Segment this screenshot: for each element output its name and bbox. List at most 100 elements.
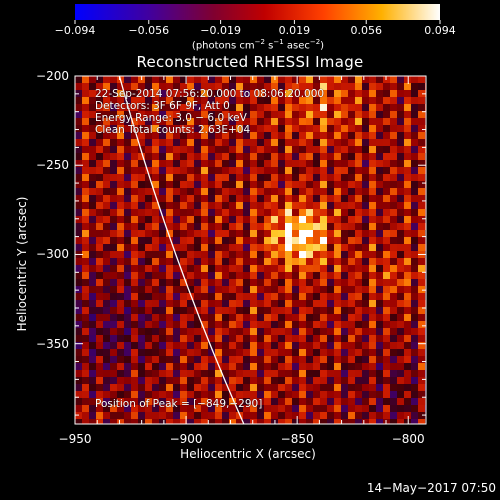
heatmap-cell xyxy=(264,377,272,385)
heatmap-cell xyxy=(404,167,412,175)
heatmap-cell xyxy=(264,363,272,371)
heatmap-cell xyxy=(89,76,97,84)
heatmap-cell xyxy=(173,174,181,182)
heatmap-cell xyxy=(215,223,223,231)
heatmap-cell xyxy=(187,97,195,105)
heatmap-cell xyxy=(369,244,377,252)
heatmap-cell xyxy=(208,230,216,238)
heatmap-cell xyxy=(348,97,356,105)
heatmap-cell xyxy=(306,398,314,406)
heatmap-cell xyxy=(194,160,202,168)
heatmap-cell xyxy=(201,286,209,294)
heatmap-cell xyxy=(369,132,377,140)
heatmap-cell xyxy=(383,230,391,238)
heatmap-cell xyxy=(236,300,244,308)
heatmap-cell xyxy=(418,188,426,196)
heatmap-cell xyxy=(348,90,356,98)
heatmap-cell xyxy=(229,377,237,385)
heatmap-cell xyxy=(271,181,279,189)
heatmap-cell xyxy=(404,307,412,315)
heatmap-cell xyxy=(313,363,321,371)
heatmap-cell xyxy=(117,321,125,329)
heatmap-cell xyxy=(201,363,209,371)
heatmap-cell xyxy=(222,356,230,364)
heatmap-cell xyxy=(271,104,279,112)
heatmap-cell xyxy=(103,363,111,371)
heatmap-cell xyxy=(117,83,125,91)
heatmap-cell xyxy=(257,237,265,245)
heatmap-cell xyxy=(166,265,174,273)
heatmap-cell xyxy=(117,153,125,161)
heatmap-cell xyxy=(243,377,251,385)
heatmap-cell xyxy=(124,76,132,84)
heatmap-cell xyxy=(124,209,132,217)
heatmap-cell xyxy=(320,370,328,378)
heatmap-cell xyxy=(117,412,125,420)
heatmap-cell xyxy=(243,83,251,91)
heatmap-cell xyxy=(320,111,328,119)
heatmap-cell xyxy=(159,328,167,336)
heatmap-cell xyxy=(222,370,230,378)
heatmap-cell xyxy=(75,349,83,357)
heatmap-cell xyxy=(285,146,293,154)
heatmap-cell xyxy=(264,160,272,168)
heatmap-cell xyxy=(187,405,195,413)
heatmap-cell xyxy=(229,342,237,350)
heatmap-cell xyxy=(292,188,300,196)
heatmap-cell xyxy=(243,272,251,280)
heatmap-cell xyxy=(180,139,188,147)
heatmap-cell xyxy=(411,174,419,182)
heatmap-cell xyxy=(306,377,314,385)
heatmap-cell xyxy=(145,258,153,266)
heatmap-cell xyxy=(411,251,419,259)
heatmap-cell xyxy=(159,251,167,259)
heatmap-cell xyxy=(285,321,293,329)
heatmap-cell xyxy=(103,419,111,424)
heatmap-cell xyxy=(313,272,321,280)
heatmap-cell xyxy=(404,251,412,259)
heatmap-cell xyxy=(117,384,125,392)
heatmap-cell xyxy=(124,90,132,98)
heatmap-cell xyxy=(327,349,335,357)
heatmap-cell xyxy=(411,370,419,378)
heatmap-cell xyxy=(355,279,363,287)
heatmap-cell xyxy=(397,167,405,175)
heatmap-cell xyxy=(215,293,223,301)
heatmap-cell xyxy=(348,223,356,231)
heatmap-cell xyxy=(103,272,111,280)
heatmap-cell xyxy=(117,188,125,196)
heatmap-cell xyxy=(362,300,370,308)
heatmap-cell xyxy=(75,83,83,91)
x-tick-label: −950 xyxy=(58,432,92,446)
heatmap-cell xyxy=(138,405,146,413)
heatmap-cell xyxy=(124,174,132,182)
heatmap-cell xyxy=(222,202,230,210)
heatmap-cell xyxy=(299,216,307,224)
heatmap-cell xyxy=(355,307,363,315)
heatmap-cell xyxy=(124,125,132,133)
heatmap-cell xyxy=(152,167,160,175)
heatmap-cell xyxy=(271,125,279,133)
heatmap-cell xyxy=(369,412,377,420)
heatmap-cell xyxy=(236,160,244,168)
heatmap-cell xyxy=(306,363,314,371)
heatmap-cell xyxy=(348,258,356,266)
heatmap-cell xyxy=(320,167,328,175)
heatmap-cell xyxy=(376,160,384,168)
heatmap-cell xyxy=(390,111,398,119)
heatmap-cell xyxy=(418,279,426,287)
heatmap-cell xyxy=(138,230,146,238)
heatmap-cell xyxy=(222,286,230,294)
heatmap-cell xyxy=(208,307,216,315)
heatmap-cell xyxy=(201,405,209,413)
heatmap-cell xyxy=(355,118,363,126)
heatmap-cell xyxy=(362,153,370,161)
heatmap-cell xyxy=(313,104,321,112)
heatmap-cell xyxy=(89,188,97,196)
heatmap-cell xyxy=(96,251,104,259)
heatmap-cell xyxy=(124,335,132,343)
heatmap-cell xyxy=(285,209,293,217)
heatmap-cell xyxy=(320,90,328,98)
heatmap-cell xyxy=(236,314,244,322)
heatmap-cell xyxy=(306,307,314,315)
